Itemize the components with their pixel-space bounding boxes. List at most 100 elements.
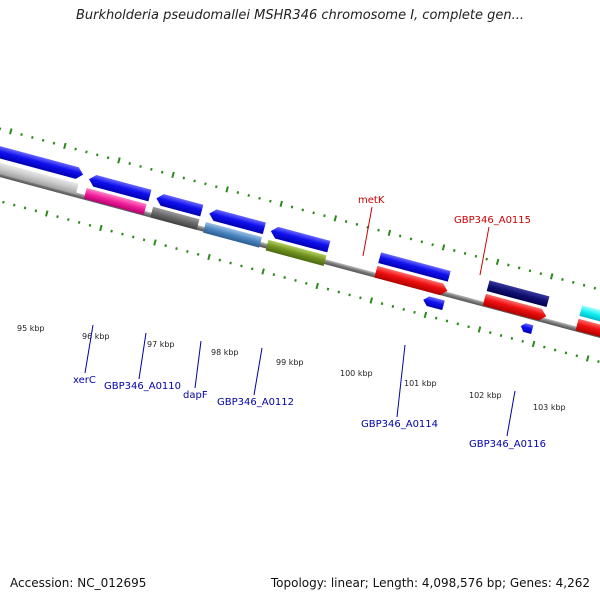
gene-arrow[interactable]	[0, 143, 85, 180]
minor-tick	[229, 261, 232, 265]
major-tick	[369, 297, 374, 304]
minor-tick	[398, 234, 402, 238]
gene-label-xerC[interactable]: xerC	[73, 375, 96, 386]
minor-tick	[23, 206, 27, 210]
gene-label-a0110[interactable]: GBP346_A0110	[104, 381, 181, 392]
major-tick	[333, 215, 338, 222]
topology-summary: Topology: linear; Length: 4,098,576 bp; …	[270, 576, 590, 590]
minor-tick	[182, 176, 186, 180]
minor-tick	[474, 254, 478, 258]
gene-label-a0115[interactable]: GBP346_A0115	[454, 215, 531, 226]
minor-tick	[258, 196, 261, 200]
gene-block-dark[interactable]	[150, 206, 200, 230]
gene-arrow-xerC[interactable]	[88, 173, 152, 202]
minor-tick	[564, 351, 568, 355]
minor-tick	[67, 218, 70, 222]
minor-tick	[131, 235, 135, 239]
tick-label: 100 kbp	[340, 369, 373, 378]
minor-tick	[499, 334, 503, 337]
major-tick	[261, 268, 265, 275]
minor-tick	[2, 200, 5, 204]
minor-tick	[305, 281, 308, 285]
minor-tick	[517, 266, 521, 270]
gene-arrow-a0110[interactable]	[155, 193, 204, 217]
minor-tick	[337, 290, 341, 294]
gene-arrow-metK[interactable]	[374, 265, 449, 297]
major-tick	[45, 210, 49, 217]
minor-tick	[507, 263, 510, 267]
minor-tick	[323, 214, 326, 218]
minor-tick	[344, 220, 348, 223]
minor-tick	[77, 220, 81, 224]
gene-block-pink[interactable]	[83, 187, 147, 215]
major-tick	[99, 224, 103, 232]
gene-arrow-a0112[interactable]	[269, 225, 331, 253]
gene-block-gray[interactable]	[0, 158, 79, 195]
gene-label-a0114[interactable]: GBP346_A0114	[361, 419, 438, 430]
gene-arrow-red-right[interactable]	[575, 318, 600, 352]
map-title: Burkholderia pseudomallei MSHR346 chromo…	[75, 8, 525, 23]
minor-tick	[85, 150, 88, 154]
major-tick	[153, 239, 157, 246]
gene-arrow-a0114[interactable]	[422, 295, 445, 311]
minor-tick	[348, 293, 351, 297]
gene-block-steel[interactable]	[203, 222, 263, 248]
minor-tick	[539, 272, 543, 276]
minor-tick	[139, 164, 142, 168]
minor-tick	[250, 267, 254, 271]
gene-label-a0112[interactable]: GBP346_A0112	[217, 397, 294, 408]
minor-tick	[193, 179, 196, 183]
minor-tick	[380, 302, 384, 306]
major-tick	[279, 200, 283, 208]
gene-block-a0115[interactable]	[486, 280, 550, 308]
leader-line	[506, 390, 516, 437]
minor-tick	[283, 276, 286, 279]
minor-tick	[269, 199, 272, 203]
minor-tick	[31, 135, 34, 139]
gene-arrow-a0116[interactable]	[519, 322, 534, 334]
minor-tick	[175, 247, 178, 251]
minor-tick	[582, 283, 586, 287]
minor-tick	[142, 238, 146, 242]
minor-tick	[20, 133, 23, 137]
minor-tick	[553, 348, 557, 352]
minor-tick	[214, 185, 218, 189]
minor-tick	[456, 322, 460, 326]
leader-line	[194, 340, 202, 389]
minor-tick	[391, 305, 395, 308]
minor-tick	[218, 258, 222, 262]
major-tick	[63, 142, 67, 150]
tick-label: 102 kbp	[469, 391, 502, 400]
minor-tick	[463, 251, 467, 255]
gene-label-metK[interactable]: metK	[358, 195, 385, 206]
minor-tick	[431, 243, 434, 247]
minor-tick	[52, 141, 56, 145]
major-tick	[171, 171, 175, 179]
minor-tick	[420, 240, 424, 244]
minor-tick	[88, 223, 92, 227]
minor-tick	[196, 252, 200, 256]
minor-tick	[355, 222, 359, 226]
minor-tick	[561, 278, 564, 281]
major-tick	[441, 244, 446, 251]
gene-arrow-a0115[interactable]	[482, 293, 548, 322]
gene-block-metK[interactable]	[378, 252, 451, 282]
minor-tick	[34, 209, 38, 213]
minor-tick	[359, 296, 362, 300]
minor-tick	[247, 193, 251, 197]
gene-arrow-dapF[interactable]	[208, 208, 266, 235]
minor-tick	[434, 316, 438, 320]
gene-label-a0116[interactable]: GBP346_A0116	[469, 439, 546, 450]
gene-label-dapF[interactable]: dapF	[183, 390, 208, 401]
minor-tick	[106, 156, 110, 160]
minor-tick	[301, 208, 305, 212]
gene-block-cyan[interactable]	[579, 305, 600, 337]
minor-tick	[236, 191, 240, 194]
minor-tick	[294, 278, 297, 282]
major-tick	[387, 229, 392, 237]
minor-tick	[56, 215, 59, 219]
minor-tick	[121, 232, 124, 236]
gene-block-olive[interactable]	[265, 239, 327, 266]
leader-line	[84, 324, 94, 374]
